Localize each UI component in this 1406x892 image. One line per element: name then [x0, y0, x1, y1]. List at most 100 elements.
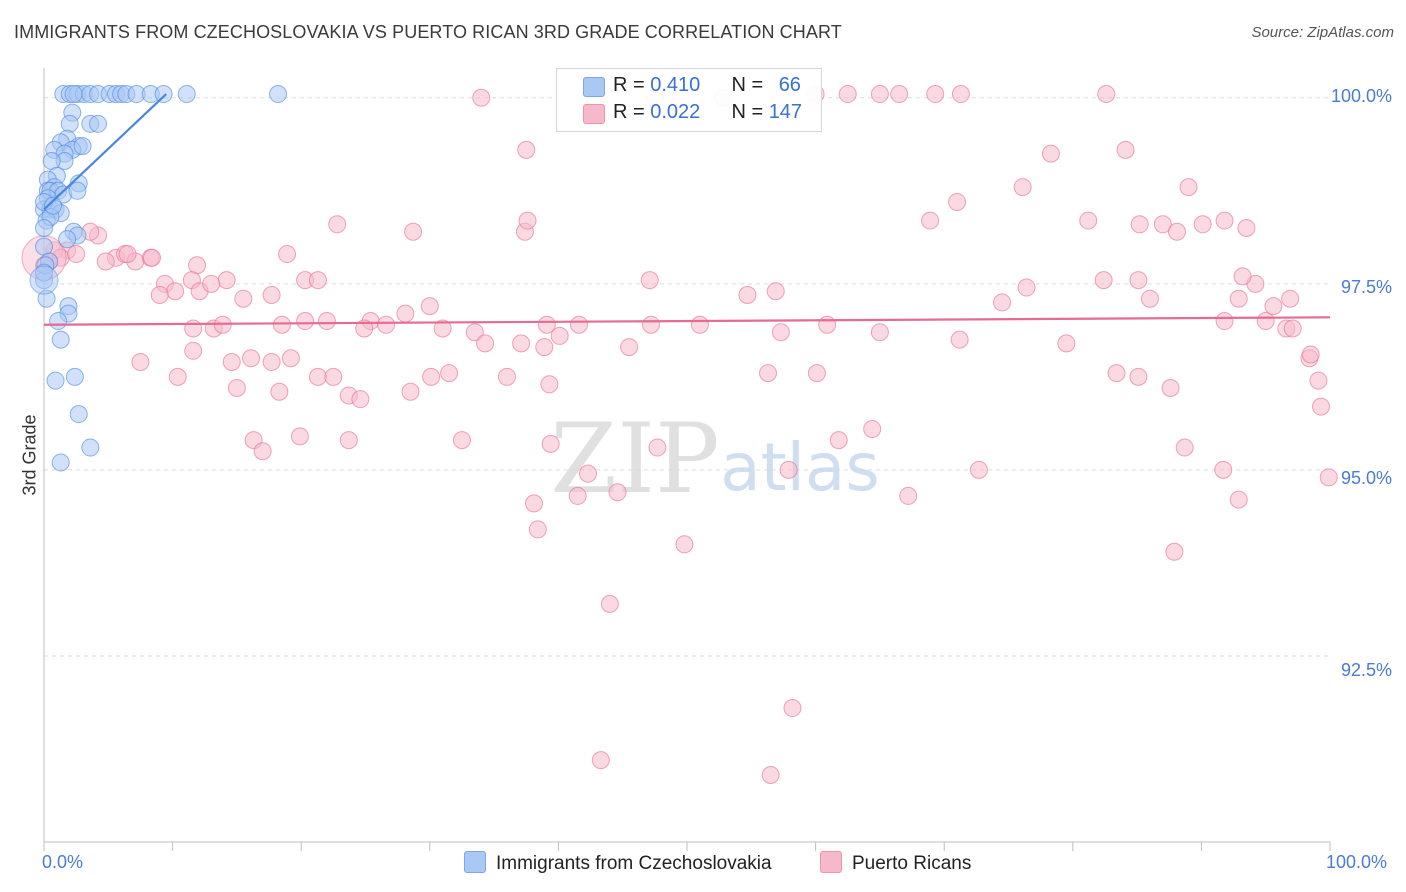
y-tick-label-92-5: 92.5% [1340, 660, 1392, 680]
pink-point [524, 494, 543, 513]
pink-point [620, 338, 639, 357]
pink-point [1283, 319, 1302, 338]
pink-point [578, 464, 597, 483]
pink-point [184, 319, 203, 338]
pink-point [317, 312, 336, 331]
pink-point [1214, 460, 1233, 479]
pink-point [242, 349, 261, 368]
pink-n-label: N = [731, 101, 769, 123]
pink-point [640, 271, 659, 290]
pink-point [1301, 345, 1320, 364]
pink-point [143, 248, 162, 267]
y-tick-label-95: 95.0% [1340, 468, 1392, 488]
pink-point [476, 334, 495, 353]
pink-point [838, 85, 857, 104]
y-axis-label: 3rd Grade [19, 414, 40, 496]
pink-point [969, 460, 988, 479]
pink-point [600, 594, 619, 613]
pink-point [452, 431, 471, 450]
pink-point [1097, 85, 1116, 104]
blue-point [46, 371, 65, 390]
watermark-atlas: atlas [720, 429, 880, 506]
pink-point [950, 330, 969, 349]
pink-point [290, 427, 309, 446]
blue-point [65, 367, 84, 386]
pink-point [1215, 211, 1234, 230]
pink-point [1130, 215, 1149, 234]
pink-point [308, 367, 327, 386]
pink-point [761, 766, 780, 785]
pink-point [829, 431, 848, 450]
blue-series-points [29, 85, 288, 472]
pink-point [766, 282, 785, 301]
blue-n-value: 66 [778, 74, 801, 96]
pink-point [528, 520, 547, 539]
blue-point [69, 405, 88, 424]
pink-point [168, 367, 187, 386]
pink-point [1175, 438, 1194, 457]
pink-point [569, 315, 588, 334]
pink-point [1264, 297, 1283, 316]
pink-point [96, 252, 115, 271]
bottom-legend-blue: Immigrants from Czechoslovakia [464, 851, 772, 875]
blue-legend-icon [464, 851, 486, 873]
pink-point [1079, 211, 1098, 230]
pink-point [253, 442, 272, 461]
blue-point [58, 230, 77, 249]
pink-point [1057, 334, 1076, 353]
pink-point [540, 375, 559, 394]
chart-title: IMMIGRANTS FROM CZECHOSLOVAKIA VS PUERTO… [14, 22, 842, 42]
pink-point [993, 293, 1012, 312]
pink-point [690, 315, 709, 334]
pink-point [1215, 312, 1234, 331]
pink-point [771, 323, 790, 342]
blue-point [60, 114, 79, 133]
pink-point [783, 699, 802, 718]
pink-point [738, 285, 757, 304]
pink-point [1309, 371, 1328, 390]
pink-point [339, 431, 358, 450]
y-tick-label-97-5: 97.5% [1340, 277, 1392, 297]
pink-point [67, 245, 86, 264]
pink-point [518, 211, 537, 230]
pink-point [1017, 278, 1036, 297]
pink-point [202, 274, 221, 293]
pink-point [1041, 144, 1060, 163]
pink-point [222, 352, 241, 371]
pink-point [422, 367, 441, 386]
pink-point [497, 367, 516, 386]
pink-point [1233, 267, 1252, 286]
pink-point [1013, 178, 1032, 197]
pink-point [328, 215, 347, 234]
pink-trend-line [43, 316, 1331, 326]
y-tick-label-100: 100.0% [1330, 86, 1392, 106]
pink-point [899, 486, 918, 505]
pink-point [1107, 364, 1126, 383]
pink-point [890, 85, 909, 104]
stats-legend: R = 0.410 N = 66 R = 0.022 N = 147 [556, 68, 822, 132]
blue-point [154, 85, 173, 104]
pink-point [541, 434, 560, 453]
pink-point [951, 85, 970, 104]
pink-point [278, 245, 297, 264]
blue-point [35, 219, 53, 238]
pink-point [166, 282, 185, 301]
pink-point [1193, 215, 1212, 234]
blue-point [64, 85, 83, 104]
blue-point [44, 196, 63, 215]
pink-point [440, 364, 459, 383]
pink-point [401, 382, 420, 401]
pink-point [270, 382, 289, 401]
pink-point [926, 85, 945, 104]
pink-point [420, 297, 439, 316]
pink-point [184, 341, 203, 360]
blue-point [269, 85, 288, 104]
pink-swatch-icon [583, 104, 605, 124]
pink-point [262, 285, 281, 304]
blue-point [51, 453, 70, 472]
pink-point [281, 349, 300, 368]
pink-point [535, 338, 554, 357]
pink-point [355, 319, 374, 338]
pink-point [1153, 215, 1172, 234]
